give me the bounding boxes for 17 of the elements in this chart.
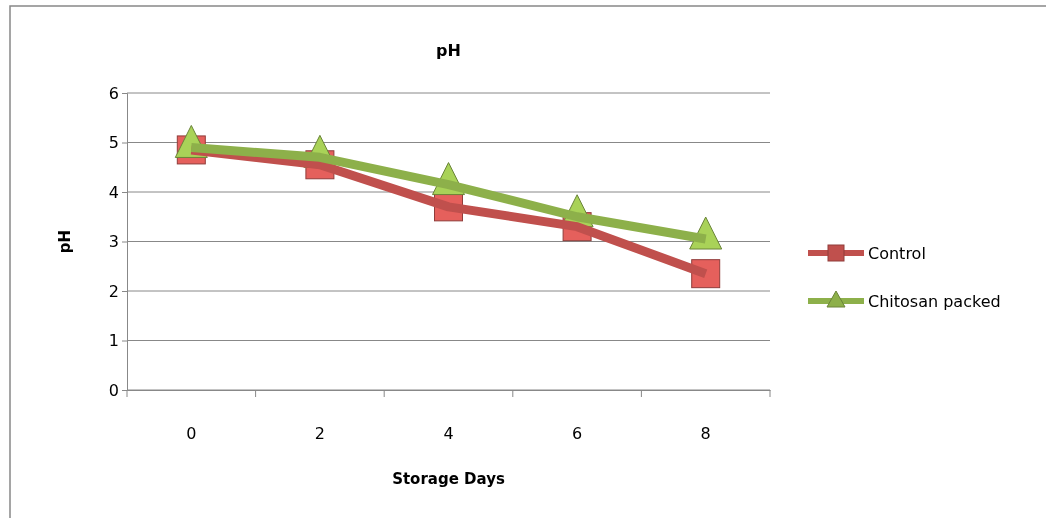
x-tick-label: 4	[443, 424, 454, 444]
legend-label: Chitosan packed	[868, 292, 1001, 311]
y-tick-label: 0	[108, 380, 119, 400]
y-tick-label: 2	[108, 281, 119, 301]
y-tick-label: 5	[108, 133, 119, 153]
chart-title: pH	[436, 41, 461, 60]
legend-label: Control	[868, 244, 926, 263]
y-tick-label: 6	[108, 83, 119, 103]
x-tick-label: 6	[572, 424, 583, 444]
x-axis-title: Storage Days	[392, 470, 505, 488]
x-tick-label: 0	[186, 424, 197, 444]
x-tick-label: 8	[700, 424, 711, 444]
y-tick-label: 4	[108, 182, 119, 202]
y-tick-label: 1	[108, 331, 119, 351]
y-tick-label: 3	[108, 232, 119, 252]
x-tick-label: 2	[314, 424, 325, 444]
y-axis-title: pH	[56, 229, 74, 254]
